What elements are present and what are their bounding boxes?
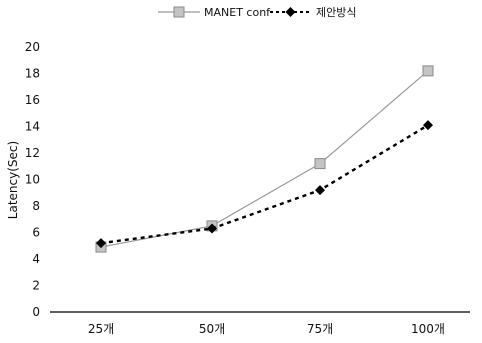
y-tick-label: 2 [32,279,40,293]
series-line-2 [100,124,429,245]
x-axis-ticks: 25개 50개 75개 100개 [88,322,445,336]
legend-label-1: MANET conf [204,6,271,19]
legend-label-2: 제안방식 [316,6,356,19]
y-tick-label: 16 [25,93,40,107]
data-point-series-2 [423,120,433,131]
data-point-series-1 [422,65,434,77]
y-tick-label: 18 [25,67,40,81]
data-point-series-1 [314,158,326,170]
y-tick-label: 4 [32,252,40,266]
y-axis-ticks: 0 2 4 6 8 10 12 14 16 18 20 [25,40,40,319]
x-tick-label: 50개 [199,322,225,336]
y-tick-label: 12 [25,146,40,160]
series-line-1 [100,70,429,248]
legend-marker-1 [173,6,185,18]
data-point-series-2 [315,185,325,196]
x-tick-label: 75개 [307,322,333,336]
x-tick-label: 100개 [411,322,445,336]
data-point-series-2 [96,238,106,249]
y-tick-label: 14 [25,120,40,134]
y-tick-label: 0 [32,305,40,319]
data-point-series-2 [207,223,217,234]
y-tick-label: 8 [32,199,40,213]
series-layer [95,65,434,253]
legend-marker-2 [285,7,296,17]
y-tick-label: 10 [25,173,40,187]
legend: MANET conf 제안방식 [158,6,356,19]
y-axis-title: Latency(Sec) [6,141,20,219]
y-tick-label: 6 [32,226,40,240]
y-tick-label: 20 [25,40,40,54]
x-tick-label: 25개 [88,322,114,336]
